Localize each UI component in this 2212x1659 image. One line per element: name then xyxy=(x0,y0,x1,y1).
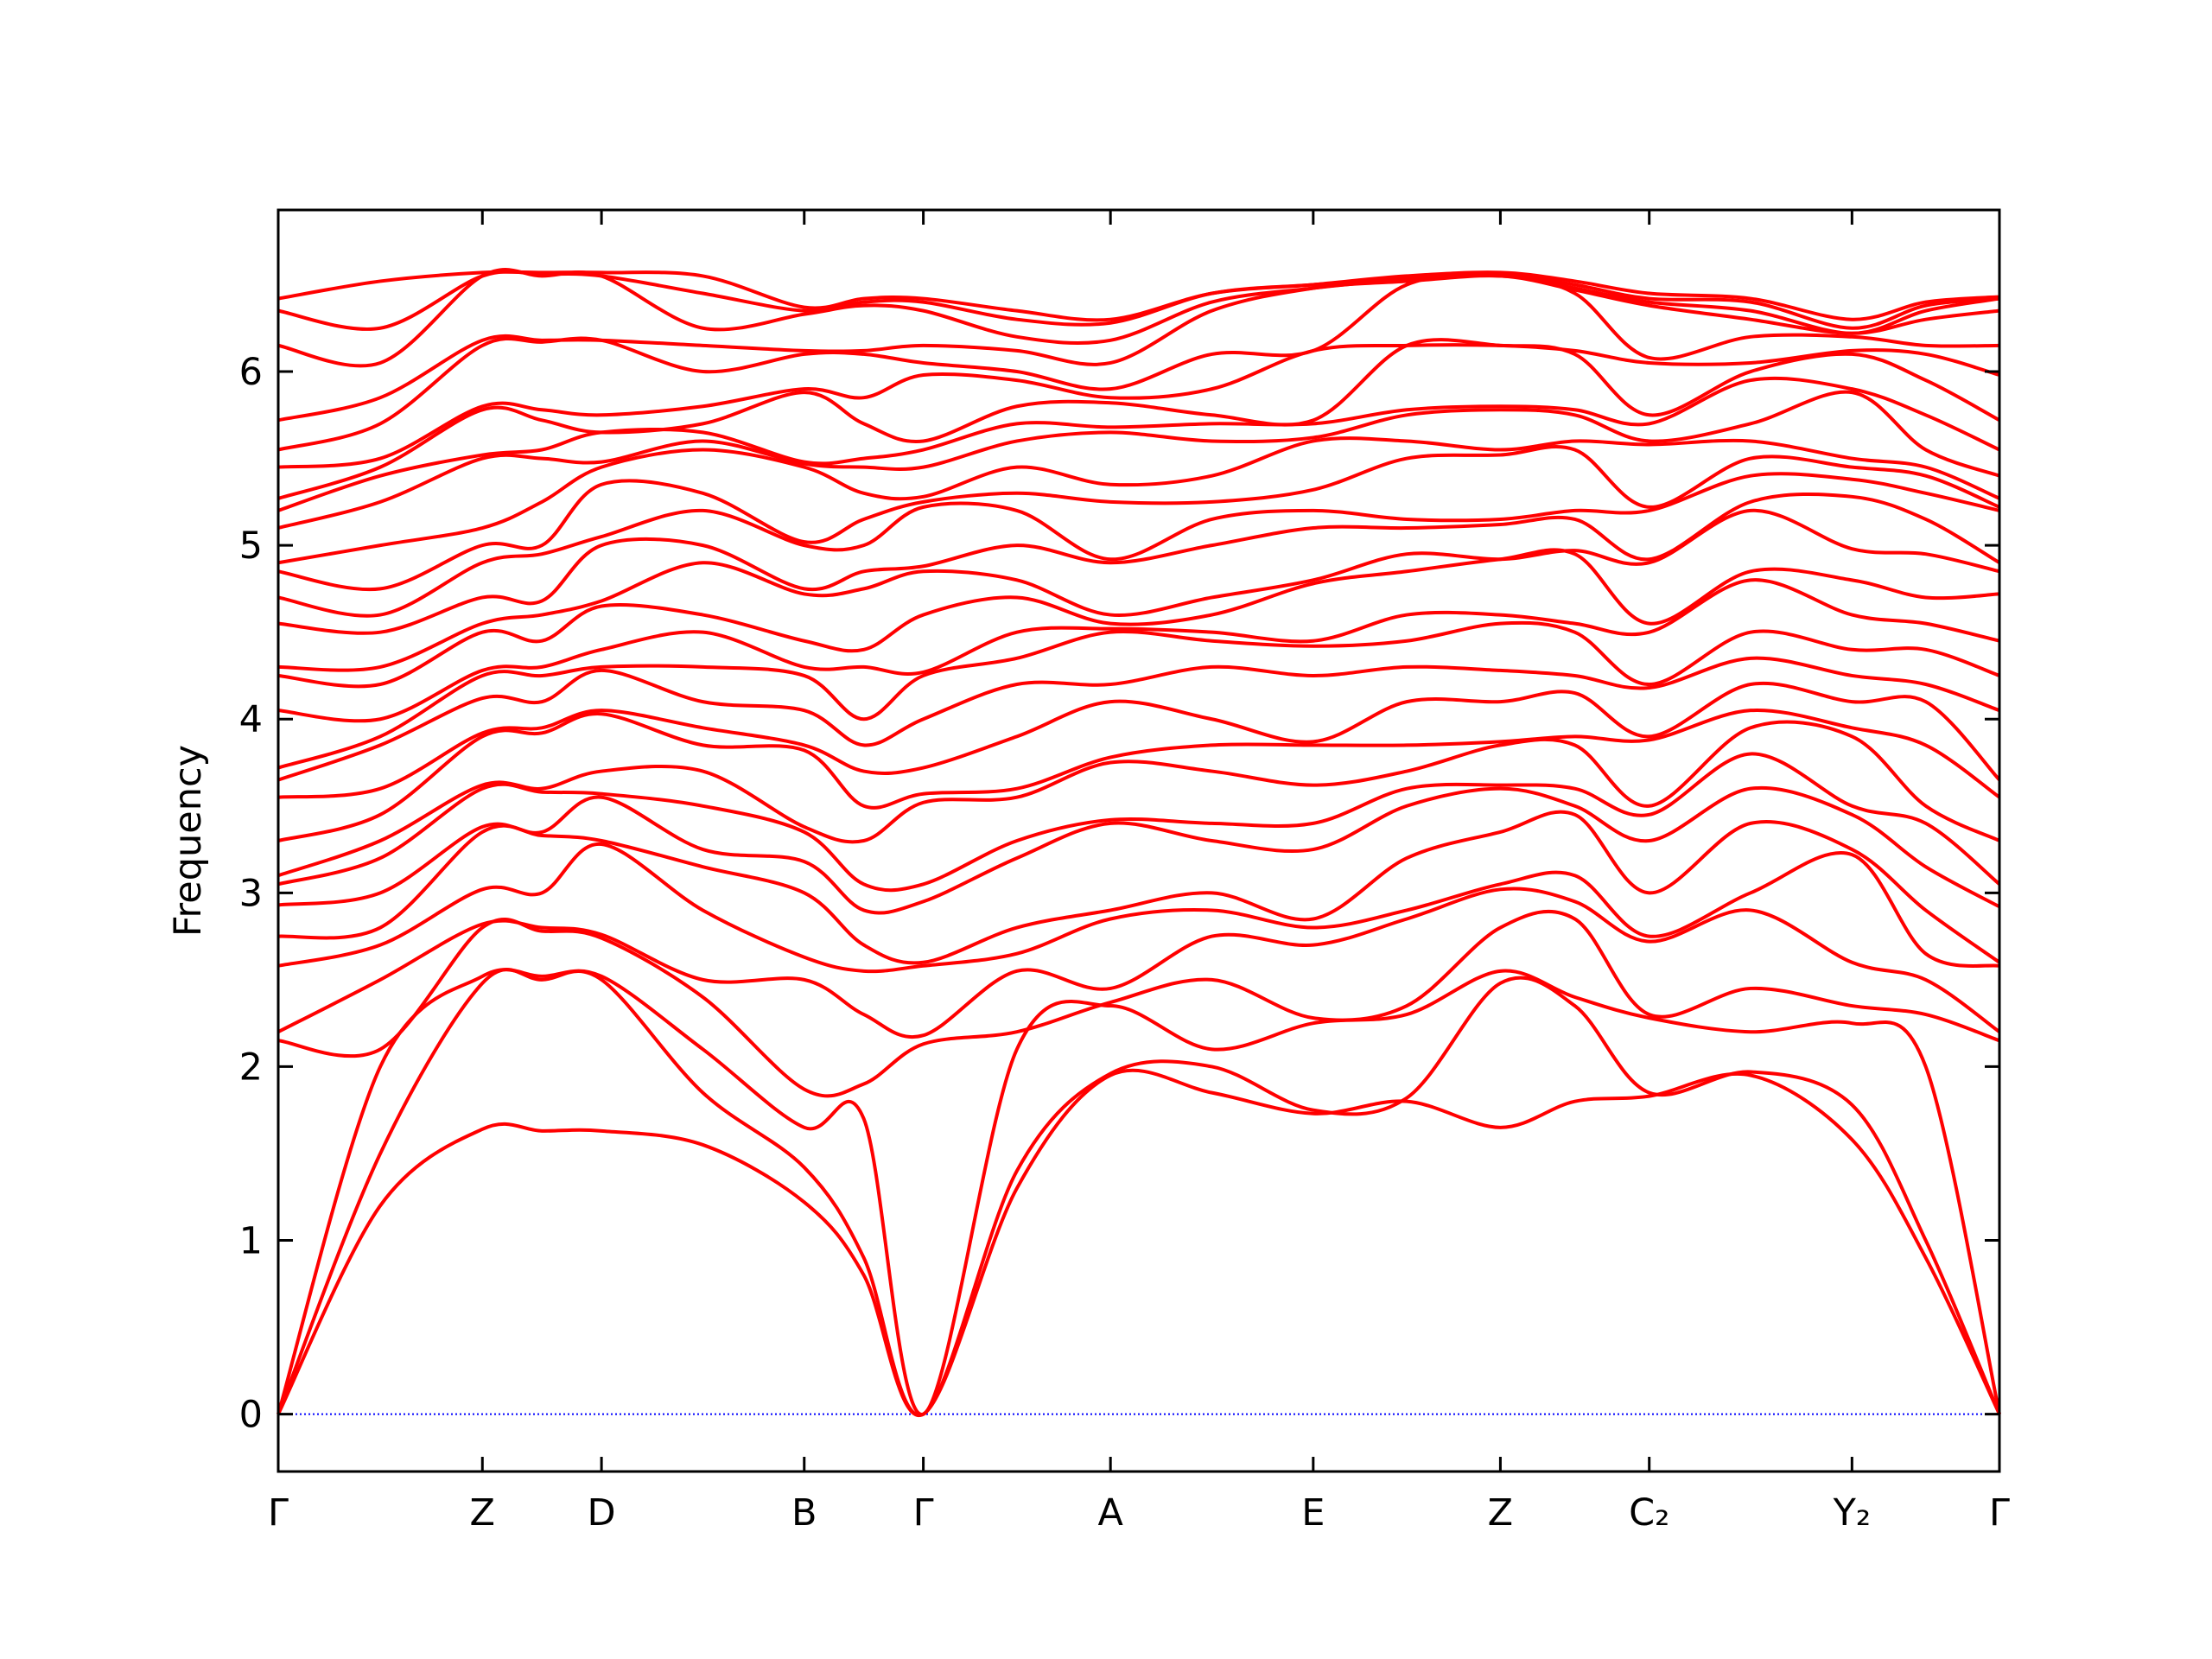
y-tick-label: 6 xyxy=(239,351,263,394)
y-tick-label: 4 xyxy=(239,698,263,741)
x-tick-label: Γ xyxy=(1989,1491,2010,1535)
band-line xyxy=(277,338,2000,500)
y-tick-label: 2 xyxy=(239,1046,263,1089)
x-tick-label: B xyxy=(791,1491,817,1535)
band-line xyxy=(277,492,2001,635)
band-line xyxy=(277,656,2000,782)
band-line xyxy=(276,968,2001,1416)
band-line xyxy=(277,445,2000,592)
band-line xyxy=(276,1068,2001,1417)
band-line xyxy=(277,376,2000,512)
band-line xyxy=(277,508,2000,672)
y-tick-label: 0 xyxy=(239,1394,263,1437)
band-line xyxy=(277,752,2001,893)
band-line xyxy=(276,968,2001,1417)
band-line xyxy=(277,270,2000,331)
band-line xyxy=(277,270,2000,322)
band-line xyxy=(277,810,2001,965)
band-line xyxy=(277,681,2001,799)
band-line xyxy=(277,390,2000,530)
band-line xyxy=(277,343,2000,469)
band-line xyxy=(277,785,2000,915)
y-tick-label: 3 xyxy=(239,872,263,915)
band-line xyxy=(277,436,2000,565)
band-line xyxy=(277,274,2000,423)
band-line xyxy=(277,708,2001,842)
band-line xyxy=(277,720,2000,878)
plot-frame xyxy=(276,208,2001,1473)
x-tick-label: Z xyxy=(470,1491,495,1535)
band-line xyxy=(277,842,2000,974)
x-tick-label: E xyxy=(1301,1491,1325,1535)
band-line xyxy=(277,578,2000,723)
x-tick-label: Γ xyxy=(268,1491,289,1535)
x-tick-label: Γ xyxy=(913,1491,934,1535)
y-axis-label: Frequency xyxy=(167,745,210,937)
x-tick-label: Y₂ xyxy=(1833,1491,1872,1535)
band-line xyxy=(277,887,2001,1039)
band-line xyxy=(277,909,2000,1098)
x-tick-label: A xyxy=(1097,1491,1123,1535)
x-tick-label: D xyxy=(588,1491,616,1535)
x-tick-label: C₂ xyxy=(1629,1491,1669,1535)
x-tick-label: Z xyxy=(1488,1491,1513,1535)
band-line xyxy=(277,548,2000,689)
band-line xyxy=(277,620,2000,770)
y-tick-label: 1 xyxy=(239,1220,263,1263)
y-tick-label: 5 xyxy=(239,524,263,568)
band-line xyxy=(277,472,2000,618)
